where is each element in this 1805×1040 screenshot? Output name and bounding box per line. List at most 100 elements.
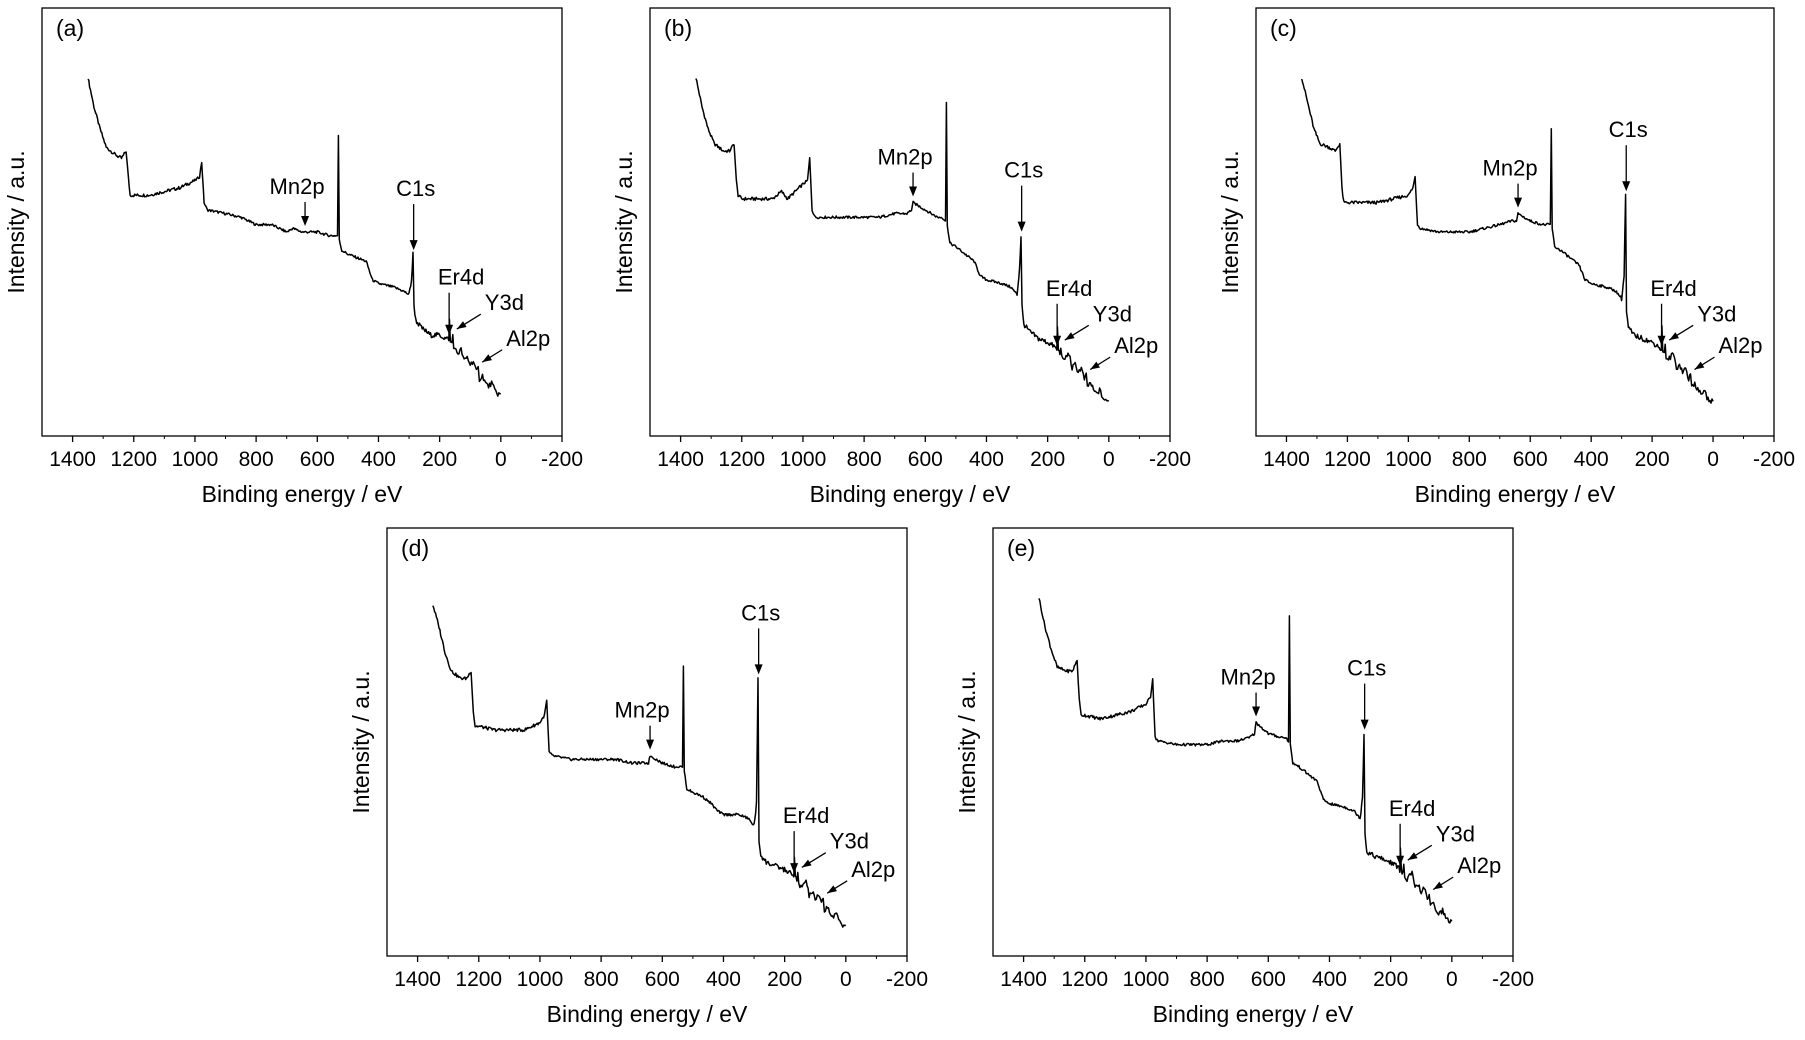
- peak-label: C1s: [741, 600, 780, 625]
- arrow-head: [909, 186, 918, 197]
- x-tick-label: 1000: [517, 968, 564, 991]
- peak-label: Al2p: [1114, 333, 1158, 358]
- peak-annotation-y3d: Y3d: [801, 829, 869, 868]
- chart-panel-e: 1400 1200 1000 800 600 400 200 0 -200 Binding ene…: [954, 527, 1534, 1027]
- arrow-head: [1622, 181, 1631, 192]
- y-axis-label: Intensity / a.u.: [348, 670, 374, 813]
- peak-label: Y3d: [1093, 301, 1132, 326]
- spectrum-line: [695, 78, 1110, 402]
- arrow-head: [646, 739, 655, 750]
- arrow-head: [1694, 361, 1705, 370]
- arrow-head: [1064, 332, 1075, 341]
- peak-annotation-er4d: Er4d: [438, 265, 484, 335]
- arrow-head: [1407, 852, 1418, 861]
- arrow-head: [1017, 221, 1026, 232]
- x-tick-label: 1000: [172, 448, 219, 471]
- peak-annotation-y3d: Y3d: [1064, 301, 1132, 341]
- x-tick-label: 1400: [49, 448, 96, 471]
- chart-panel-a: 1400 1200 1000 800 600 400 200 0 -200 Binding ene…: [3, 7, 583, 507]
- panel-label: (e): [1007, 535, 1035, 561]
- x-tick-label: 1400: [1263, 448, 1310, 471]
- x-tick-label: 800: [584, 968, 619, 991]
- panels-group: 1400 1200 1000 800 600 400 200 0 -200 Binding ene…: [3, 7, 1795, 1027]
- plot-frame: [1255, 7, 1775, 437]
- peak-annotation-mn2p: Mn2p: [270, 174, 325, 226]
- peak-label: C1s: [1609, 117, 1648, 142]
- peak-label: Al2p: [851, 857, 895, 882]
- x-tick-label: -200: [1492, 968, 1534, 991]
- x-tick-label: 600: [1513, 448, 1548, 471]
- x-tick-label: 600: [1251, 968, 1286, 991]
- peak-annotation-er4d: Er4d: [1389, 796, 1435, 866]
- x-tick-label: 400: [706, 968, 741, 991]
- arrow-head: [1252, 706, 1261, 717]
- panel-label: (d): [401, 535, 429, 561]
- arrow-head: [827, 885, 837, 894]
- x-tick-label: 400: [361, 448, 396, 471]
- x-tick-label: 1000: [1385, 448, 1432, 471]
- panel-label: (b): [664, 15, 692, 41]
- x-tick-label: 600: [645, 968, 680, 991]
- peak-label: Al2p: [1719, 333, 1763, 358]
- peak-annotation-c1s: C1s: [396, 176, 435, 251]
- x-tick-label: 200: [1635, 448, 1670, 471]
- x-tick-label: 0: [1707, 448, 1719, 471]
- x-tick-label: 1200: [1061, 968, 1108, 991]
- spectrum-line: [1300, 78, 1714, 404]
- y-axis-label: Intensity / a.u.: [954, 670, 980, 813]
- arrow-head: [1090, 361, 1100, 370]
- x-axis-label: Binding energy / eV: [810, 481, 1011, 507]
- peak-label: Er4d: [438, 265, 484, 290]
- arrow-head: [1514, 197, 1523, 208]
- x-tick-label: 200: [1030, 448, 1065, 471]
- peak-label: Y3d: [1436, 821, 1475, 846]
- arrow-head: [1669, 332, 1680, 341]
- peak-annotation-al2p: Al2p: [1089, 333, 1158, 371]
- peak-label: C1s: [1004, 158, 1043, 183]
- plot-frame: [386, 527, 908, 957]
- peak-label: Mn2p: [615, 698, 670, 723]
- x-tick-label: 0: [1103, 448, 1115, 471]
- peak-annotation-mn2p: Mn2p: [1483, 156, 1538, 208]
- panel-label: (c): [1270, 15, 1297, 41]
- arrow-head: [1433, 881, 1443, 890]
- peak-annotation-er4d: Er4d: [1650, 276, 1697, 346]
- x-axis-label: Binding energy / eV: [1153, 1001, 1354, 1027]
- arrow-head: [482, 354, 492, 363]
- peak-label: Er4d: [1650, 276, 1696, 301]
- arrow-head: [301, 216, 310, 226]
- peak-label: Er4d: [1046, 276, 1092, 301]
- x-tick-label: 1200: [1324, 448, 1371, 471]
- x-tick-label: 1200: [110, 448, 157, 471]
- peak-label: Mn2p: [878, 145, 933, 170]
- peak-annotation-er4d: Er4d: [783, 803, 829, 874]
- arrow-head: [1396, 855, 1405, 866]
- arrow-head: [445, 324, 454, 335]
- peak-annotation-mn2p: Mn2p: [615, 698, 670, 750]
- peak-label: C1s: [396, 176, 435, 201]
- arrow-head: [1360, 719, 1369, 730]
- x-tick-label: 1400: [1000, 968, 1047, 991]
- peak-annotation-c1s: C1s: [1609, 117, 1648, 192]
- spectrum-line: [432, 605, 847, 928]
- x-axis-label: Binding energy / eV: [547, 1001, 748, 1027]
- peak-annotation-er4d: Er4d: [1046, 276, 1092, 346]
- x-tick-label: 800: [1452, 448, 1487, 471]
- x-tick-label: 200: [422, 448, 457, 471]
- peak-label: Mn2p: [1483, 156, 1538, 181]
- arrow-head: [801, 859, 812, 868]
- x-tick-label: 400: [969, 448, 1004, 471]
- peak-annotation-c1s: C1s: [1004, 158, 1043, 232]
- peak-label: Mn2p: [270, 174, 325, 199]
- plot-frame: [992, 527, 1514, 957]
- peak-annotation-al2p: Al2p: [1432, 853, 1501, 891]
- peak-label: Mn2p: [1221, 665, 1276, 690]
- arrow-head: [456, 321, 467, 330]
- x-tick-label: 400: [1312, 968, 1347, 991]
- x-tick-label: 1400: [394, 968, 441, 991]
- arrow-head: [1053, 335, 1062, 346]
- x-axis-label: Binding energy / eV: [1415, 481, 1616, 507]
- x-tick-label: 800: [847, 448, 882, 471]
- peak-annotation-al2p: Al2p: [1694, 333, 1763, 371]
